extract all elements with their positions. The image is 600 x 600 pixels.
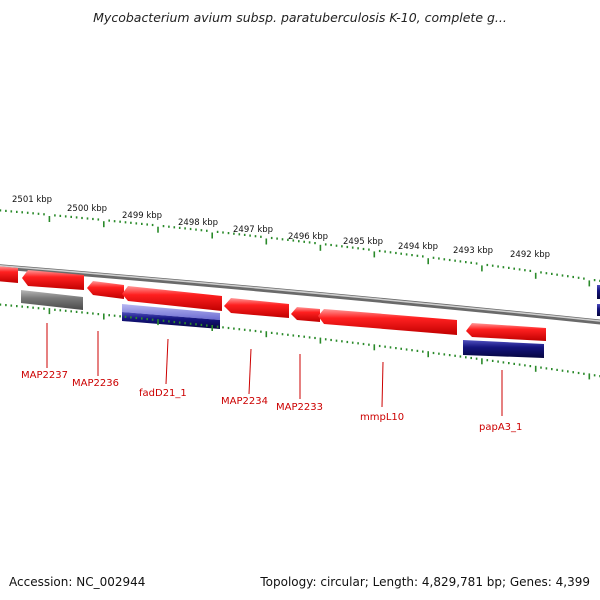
gene-label[interactable]: fadD21_1: [139, 388, 187, 399]
accession-label: Accession: NC_002944: [9, 575, 146, 589]
leader-line: [381, 361, 384, 408]
scale-label: 2494 kbp: [398, 242, 438, 252]
feature-edge-right: [597, 285, 600, 299]
feature-gray: [21, 290, 83, 310]
scale-label: 2492 kbp: [510, 250, 550, 260]
cds-arrow: [291, 307, 320, 322]
cds-arrow: [22, 270, 84, 290]
feature-edge-right-2: [597, 304, 600, 316]
scale-label: 2501 kbp: [12, 195, 52, 205]
gene-label[interactable]: MAP2236: [72, 378, 119, 389]
cds-arrows: [0, 266, 546, 341]
feature-blue: [463, 340, 544, 358]
leader-line: [248, 348, 252, 395]
gene-label[interactable]: MAP2237: [21, 370, 68, 381]
cds-arrow: [224, 298, 289, 318]
genome-summary: Topology: circular; Length: 4,829,781 bp…: [260, 575, 590, 589]
cds-arrow: [122, 286, 222, 311]
leader-line: [165, 338, 169, 385]
scale-label: 2495 kbp: [343, 237, 383, 247]
gene-label[interactable]: MAP2234: [221, 396, 268, 407]
scale-label: 2497 kbp: [233, 225, 273, 235]
gene-label[interactable]: papA3_1: [479, 422, 522, 433]
genome-backbone-highlight: [0, 265, 600, 322]
scale-label: 2493 kbp: [453, 246, 493, 256]
feature-light-blue: [122, 304, 220, 320]
cds-arrow: [318, 309, 457, 335]
scale-label: 2498 kbp: [178, 218, 218, 228]
gene-label[interactable]: mmpL10: [360, 412, 404, 423]
genome-title: Mycobacterium avium subsp. paratuberculo…: [93, 10, 507, 25]
genome-backbone: [0, 264, 600, 325]
scale-label: 2500 kbp: [67, 204, 107, 214]
scale-label: 2496 kbp: [288, 232, 328, 242]
cds-arrow-edge: [0, 266, 18, 283]
outer-scale-ticks: [0, 209, 600, 287]
gene-labels: MAP2237 MAP2236 fadD21_1 MAP2234 MAP2233…: [21, 323, 522, 433]
scale-label: 2499 kbp: [122, 211, 162, 221]
gene-label[interactable]: MAP2233: [276, 402, 323, 413]
cds-arrow: [466, 323, 546, 341]
scale-labels: 2501 kbp 2500 kbp 2499 kbp 2498 kbp 2497 kbp…: [12, 195, 550, 260]
inner-scale-ticks: [0, 303, 600, 380]
cds-arrow: [87, 281, 124, 299]
